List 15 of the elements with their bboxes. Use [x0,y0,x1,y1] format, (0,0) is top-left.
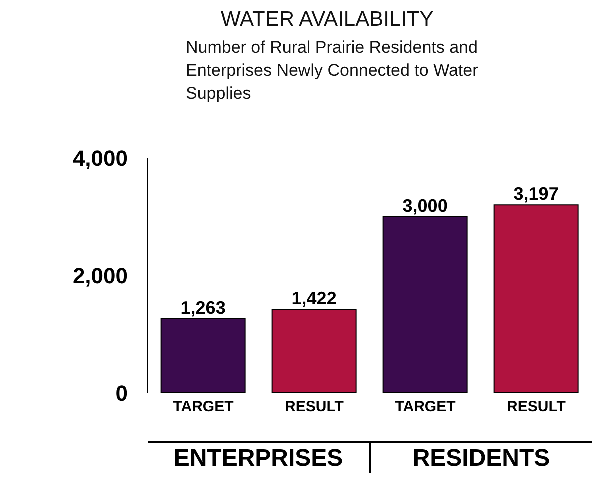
data-label: 1,263 [180,298,226,318]
text: RESIDENTS [369,441,592,473]
x-tick-label: RESULT [507,398,566,416]
x-tick-label: TARGET [395,398,456,416]
x-tick-label: RESULT [285,398,344,416]
data-label: 1,422 [292,288,337,308]
y-tick-label: 4,000 [72,146,128,171]
chart-title: WATER AVAILABILITY [221,8,434,32]
data-label: 3,197 [514,184,559,204]
y-tick-label: 0 [116,380,128,406]
chart-subtitle: Number of Rural Prairie Residents and Enterprises Newly Connected to Water Supplies [186,37,480,105]
data-label: 3,000 [402,196,448,216]
x-tick-label: TARGET [173,398,234,416]
y-tick-label: 2,000 [72,263,128,288]
text: ENTERPRISES [148,441,369,473]
